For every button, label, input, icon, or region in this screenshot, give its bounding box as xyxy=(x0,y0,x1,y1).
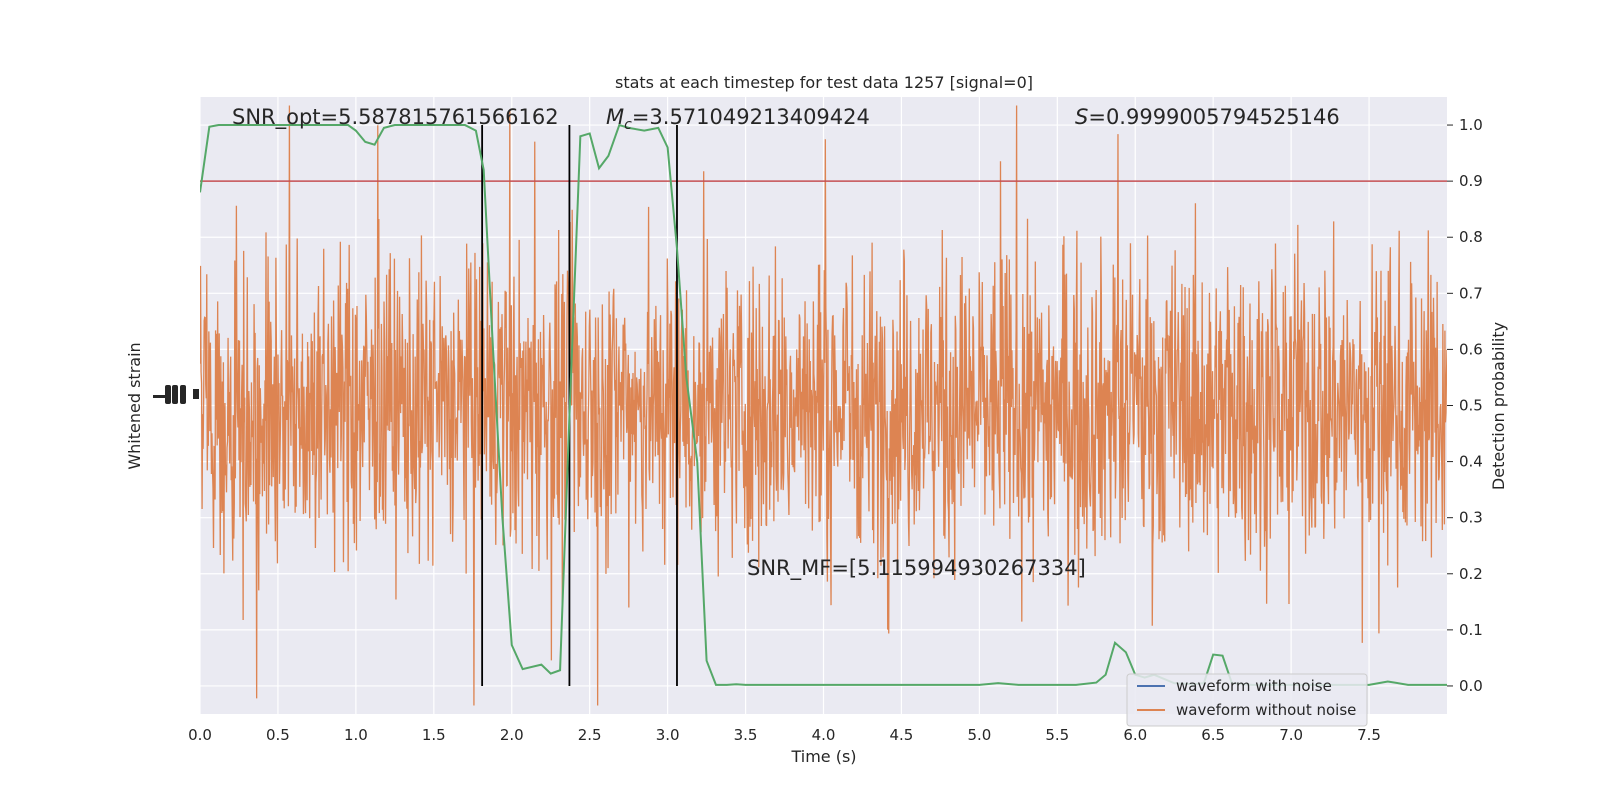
x-tick-label: 6.5 xyxy=(1201,726,1225,744)
right-axis-ticks: 0.0 0.1 0.2 0.3 0.4 0.5 0.6 0.7 0.8 0.9 1.0 xyxy=(1447,116,1483,695)
right-tick-label: 0.9 xyxy=(1459,172,1483,190)
annotation-chirp-mass: Mc=3.571049213409424 xyxy=(606,105,870,133)
right-tick-label: 0.5 xyxy=(1459,397,1483,415)
x-tick-label: 7.5 xyxy=(1357,726,1381,744)
s-value: =0.9999005794525146 xyxy=(1088,105,1339,129)
x-axis-ticks: 0.0 0.5 1.0 1.5 2.0 2.5 3.0 3.5 4.0 4.5 5.0 5.5 6.0 6… xyxy=(188,726,1381,744)
strain-line xyxy=(200,105,1447,706)
x-axis-label: Time (s) xyxy=(790,747,856,766)
x-tick-label: 2.5 xyxy=(578,726,602,744)
strain-series-without-noise xyxy=(200,105,1447,706)
x-tick-label: 4.5 xyxy=(890,726,914,744)
chart-title: stats at each timestep for test data 125… xyxy=(615,73,1033,92)
right-tick-label: 0.4 xyxy=(1459,453,1483,471)
annotation-snr-mf: SNR_MF=[5.115994930267334] xyxy=(747,556,1086,581)
legend-box xyxy=(1126,673,1368,727)
left-axis-ticks xyxy=(153,385,199,404)
x-tick-label: 3.5 xyxy=(734,726,758,744)
chirp-mass-subscript: c xyxy=(624,117,632,133)
right-tick-label: 0.1 xyxy=(1459,621,1483,639)
chirp-mass-symbol: M xyxy=(606,105,624,129)
x-tick-label: 0.0 xyxy=(188,726,212,744)
legend-label-with-noise: waveform with noise xyxy=(1176,677,1332,695)
x-tick-label: 2.0 xyxy=(500,726,524,744)
legend-label-without-noise: waveform without noise xyxy=(1176,701,1356,719)
x-tick-label: 5.0 xyxy=(967,726,991,744)
x-tick-label: 3.0 xyxy=(656,726,680,744)
x-tick-label: 0.5 xyxy=(266,726,290,744)
right-axis-label: Detection probability xyxy=(1489,322,1508,490)
annotation-s: S=0.9999005794525146 xyxy=(1075,105,1340,129)
x-tick-label: 1.5 xyxy=(422,726,446,744)
right-tick-label: 1.0 xyxy=(1459,116,1483,134)
x-tick-label: 1.0 xyxy=(344,726,368,744)
right-tick-label: 0.2 xyxy=(1459,565,1483,583)
x-tick-label: 5.5 xyxy=(1045,726,1069,744)
x-tick-label: 6.0 xyxy=(1123,726,1147,744)
right-tick-label: 0.8 xyxy=(1459,228,1483,246)
chirp-mass-value: =3.571049213409424 xyxy=(632,105,870,129)
x-tick-label: 7.0 xyxy=(1279,726,1303,744)
right-tick-label: 0.0 xyxy=(1459,677,1483,695)
legend: waveform with noise waveform without noi… xyxy=(1126,673,1368,727)
x-tick-label: 4.0 xyxy=(812,726,836,744)
s-symbol: S xyxy=(1075,105,1088,129)
right-tick-label: 0.3 xyxy=(1459,509,1483,527)
annotation-snr-opt: SNR_opt=5.587815761566162 xyxy=(232,105,559,130)
right-tick-label: 0.7 xyxy=(1459,284,1483,302)
left-axis-label: Whitened strain xyxy=(125,342,144,469)
right-tick-label: 0.6 xyxy=(1459,340,1483,358)
